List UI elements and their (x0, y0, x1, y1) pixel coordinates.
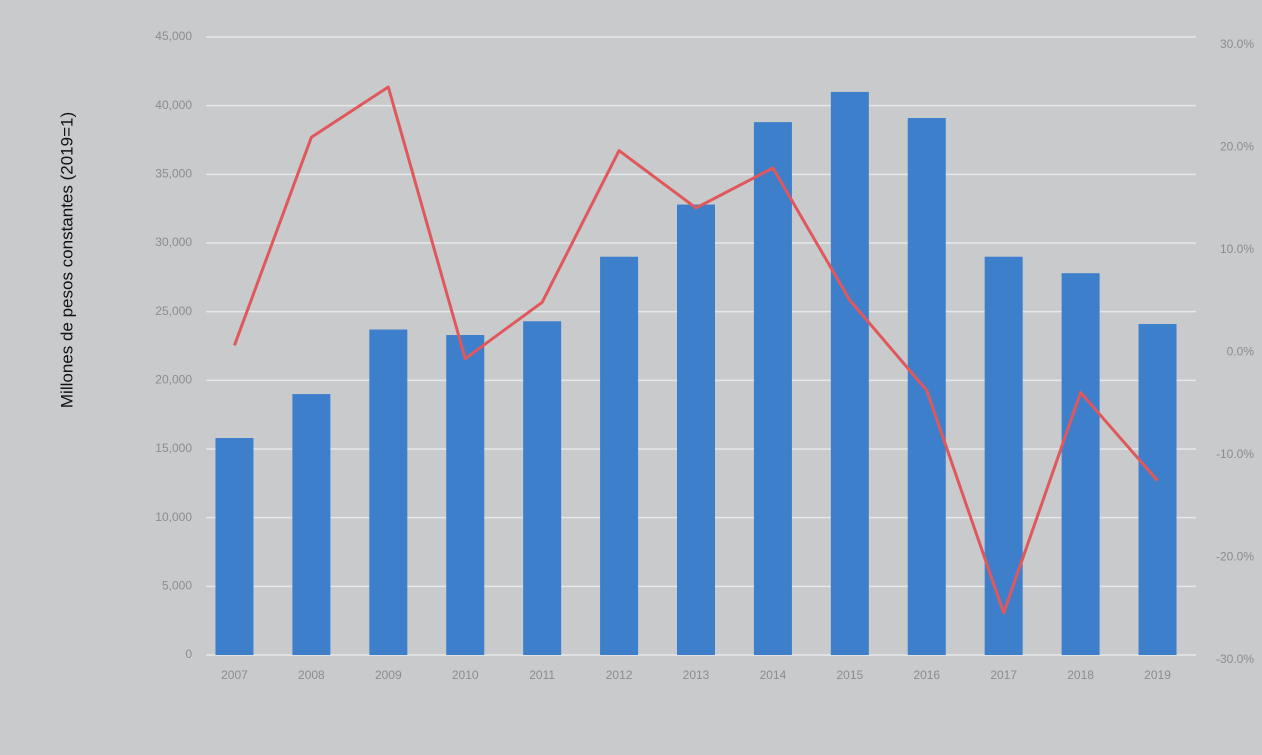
y-tick-label: 20,000 (155, 373, 192, 387)
bar (446, 335, 485, 655)
bar (600, 256, 639, 655)
y2-tick-label: -20.0% (1216, 550, 1254, 564)
bar (677, 204, 715, 655)
line (233, 85, 1159, 615)
x-tick-label: 2010 (452, 668, 479, 682)
x-tick-label: 2017 (990, 668, 1017, 682)
y-tick-label: 5,000 (162, 579, 192, 593)
bar (215, 438, 254, 655)
x-tick-label: 2009 (375, 668, 402, 682)
y-tick-label: 10,000 (155, 510, 192, 524)
x-tick-label: 2015 (836, 668, 863, 682)
y-tick-label: 45,000 (155, 29, 192, 43)
bar (292, 394, 331, 655)
x-tick-label: 2008 (298, 668, 325, 682)
bar (907, 118, 946, 655)
x-tick-label: 2018 (1067, 668, 1094, 682)
bar (1061, 273, 1100, 655)
y2-tick-label: 0.0% (1227, 345, 1255, 359)
y-tick-label: 0 (185, 647, 192, 661)
x-tick-label: 2012 (606, 668, 633, 682)
y-tick-label: 25,000 (155, 304, 192, 318)
x-tick-label: 2011 (529, 668, 555, 682)
y2-tick-label: 20.0% (1220, 140, 1254, 154)
x-tick-label: 2016 (913, 668, 940, 682)
y-tick-label: 40,000 (155, 98, 192, 112)
bar (984, 256, 1023, 655)
y-tick-label: 30,000 (155, 235, 192, 249)
bar (1138, 324, 1177, 655)
bar (523, 321, 562, 655)
y2-tick-label: 30.0% (1220, 37, 1254, 51)
bar (753, 122, 792, 655)
y2-tick-label: -10.0% (1216, 447, 1254, 461)
bar (369, 329, 408, 655)
bar (830, 91, 869, 655)
x-tick-label: 2019 (1144, 668, 1171, 682)
y-tick-label: 15,000 (155, 441, 192, 455)
y2-tick-label: -30.0% (1216, 652, 1254, 666)
x-tick-label: 2013 (683, 668, 710, 682)
x-tick-label: 2014 (760, 668, 787, 682)
y-tick-label: 35,000 (155, 167, 192, 181)
y-axis-title: Millones de pesos constantes (2019=1) (57, 112, 76, 408)
x-tick-label: 2007 (221, 668, 248, 682)
y2-tick-label: 10.0% (1220, 242, 1254, 256)
